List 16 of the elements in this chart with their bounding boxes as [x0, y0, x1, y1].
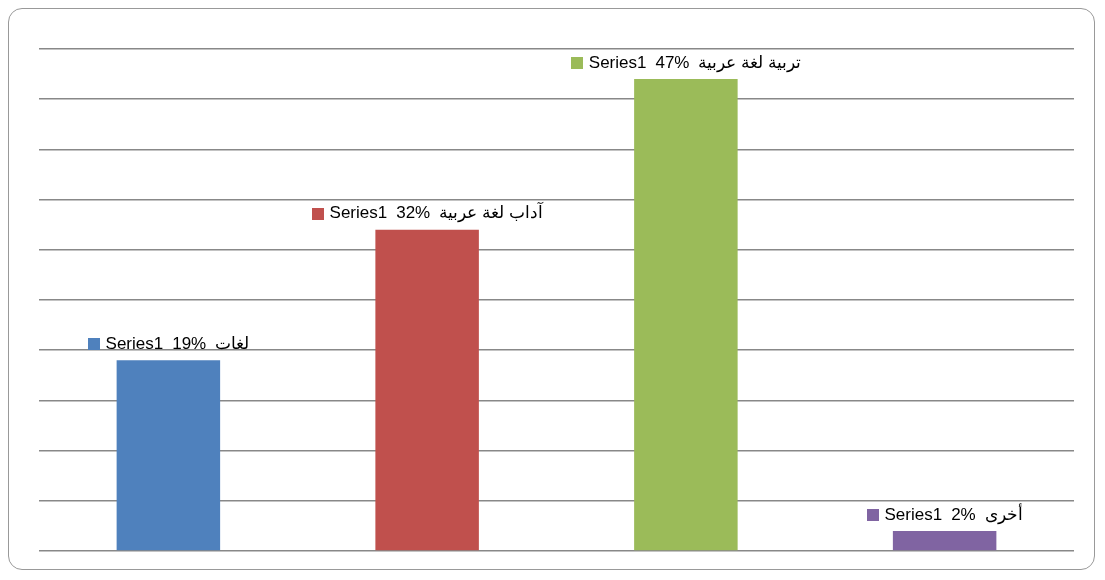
x-tick-label: لغات — [215, 333, 250, 353]
bar — [375, 229, 479, 551]
x-tick-label: تربية لغة عربية — [698, 52, 801, 73]
text: Series1 — [588, 52, 647, 72]
bar — [634, 79, 738, 551]
x-tick-label: أخرى — [984, 502, 1023, 525]
text: Series1 — [884, 504, 943, 524]
bar — [116, 360, 221, 551]
data-label: 47% — [655, 52, 690, 72]
x-tick-label: آداب لغة عربية — [439, 201, 544, 224]
text: Series1 — [329, 203, 388, 223]
bar — [892, 530, 997, 551]
legend-label: Series1 — [105, 333, 164, 353]
data-label: 2% — [951, 504, 976, 524]
data-label: 19% — [172, 333, 207, 353]
data-label: 32% — [396, 203, 431, 223]
